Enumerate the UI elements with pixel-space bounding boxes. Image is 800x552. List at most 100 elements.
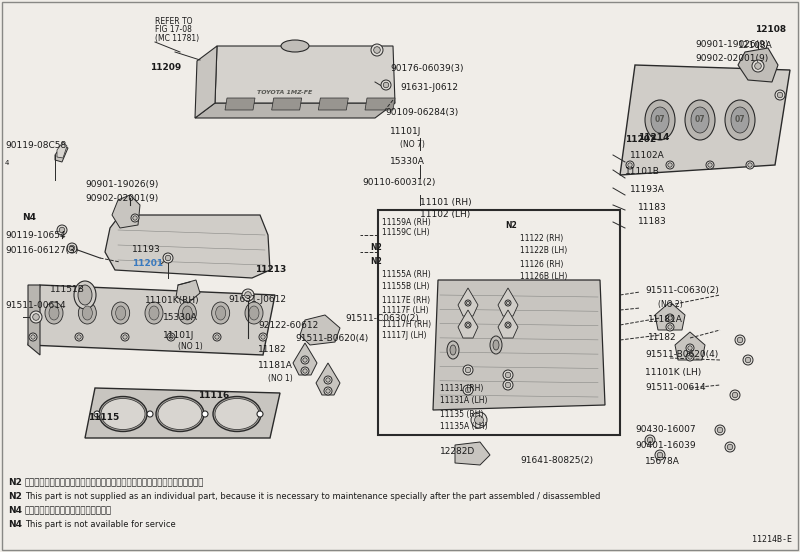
Text: TOYOTA 1MZ-FE: TOYOTA 1MZ-FE [258, 91, 313, 95]
Ellipse shape [116, 306, 126, 320]
Text: 11181A: 11181A [258, 360, 293, 369]
Text: 90119-10654: 90119-10654 [5, 231, 66, 240]
Polygon shape [455, 442, 490, 465]
Circle shape [133, 216, 138, 220]
Text: N4: N4 [22, 214, 36, 222]
Circle shape [324, 387, 332, 395]
Ellipse shape [145, 302, 163, 324]
Text: 91631-J0612: 91631-J0612 [228, 295, 286, 305]
Ellipse shape [725, 100, 755, 140]
Text: 90116-06127(3): 90116-06127(3) [5, 246, 78, 254]
Text: N2: N2 [370, 257, 382, 267]
Text: 91511-00614: 91511-00614 [5, 300, 66, 310]
Polygon shape [738, 48, 778, 82]
Circle shape [668, 325, 672, 329]
Circle shape [668, 316, 672, 320]
Polygon shape [458, 310, 478, 338]
Text: 90110-60031(2): 90110-60031(2) [362, 178, 435, 187]
Circle shape [261, 335, 266, 339]
Ellipse shape [99, 396, 147, 432]
Ellipse shape [450, 345, 456, 355]
Polygon shape [112, 195, 140, 228]
Circle shape [131, 214, 139, 222]
Circle shape [748, 163, 752, 167]
Ellipse shape [447, 341, 459, 359]
Text: 11122 (RH): 11122 (RH) [520, 233, 563, 242]
Text: 11201: 11201 [132, 259, 163, 268]
Polygon shape [498, 310, 518, 338]
Circle shape [326, 378, 330, 382]
Circle shape [688, 346, 692, 350]
Circle shape [301, 356, 309, 364]
Circle shape [147, 411, 153, 417]
Text: 90901-19026(9): 90901-19026(9) [85, 181, 158, 189]
Polygon shape [57, 142, 67, 158]
Circle shape [59, 227, 65, 233]
Circle shape [686, 344, 694, 352]
Circle shape [647, 437, 653, 443]
Ellipse shape [74, 281, 96, 309]
Text: 92122-60612: 92122-60612 [258, 321, 318, 330]
Polygon shape [620, 65, 790, 175]
Polygon shape [195, 46, 217, 118]
Circle shape [245, 291, 251, 298]
Polygon shape [498, 288, 518, 316]
Circle shape [301, 367, 309, 375]
Ellipse shape [490, 336, 502, 354]
Ellipse shape [182, 306, 192, 320]
Text: 12282D: 12282D [440, 448, 475, 457]
Text: 11131A (LH): 11131A (LH) [440, 395, 487, 405]
Polygon shape [28, 285, 275, 355]
Text: REFER TO: REFER TO [155, 18, 193, 26]
Text: 07: 07 [694, 115, 706, 125]
Ellipse shape [249, 306, 259, 320]
Text: FIG 17-08: FIG 17-08 [155, 25, 192, 34]
Ellipse shape [158, 399, 202, 429]
Text: 15330A: 15330A [390, 157, 425, 167]
Text: 11117F (LH): 11117F (LH) [382, 306, 429, 316]
Text: 90119-08C58: 90119-08C58 [5, 141, 66, 150]
Circle shape [626, 161, 634, 169]
Polygon shape [272, 98, 302, 110]
Polygon shape [28, 285, 40, 355]
Circle shape [727, 444, 733, 450]
Text: 91511-C0630(2): 91511-C0630(2) [345, 314, 419, 322]
Text: (NO 1): (NO 1) [268, 374, 293, 383]
Text: 15330A: 15330A [163, 314, 198, 322]
Circle shape [754, 63, 762, 70]
Text: (NO 1): (NO 1) [178, 342, 202, 352]
Text: 11213: 11213 [255, 266, 286, 274]
Text: N4: N4 [8, 520, 22, 529]
Ellipse shape [178, 302, 196, 324]
Circle shape [746, 357, 750, 363]
Circle shape [302, 358, 307, 362]
Text: 90176-06039(3): 90176-06039(3) [390, 63, 463, 72]
Text: 11202: 11202 [625, 135, 656, 145]
Polygon shape [365, 98, 395, 110]
Ellipse shape [281, 40, 309, 52]
Text: 11183: 11183 [638, 204, 666, 213]
Text: 11116: 11116 [198, 390, 230, 400]
Circle shape [466, 367, 470, 373]
Text: 11181A: 11181A [648, 316, 683, 325]
Circle shape [33, 314, 39, 320]
Ellipse shape [78, 302, 96, 324]
Circle shape [505, 322, 511, 328]
Circle shape [57, 225, 67, 235]
Circle shape [718, 427, 722, 433]
Ellipse shape [216, 306, 226, 320]
Polygon shape [318, 98, 348, 110]
Text: 11182: 11182 [258, 346, 286, 354]
Circle shape [374, 47, 380, 54]
Circle shape [628, 163, 632, 167]
Bar [378, 210, 620, 435]
Ellipse shape [651, 107, 669, 133]
Ellipse shape [691, 107, 709, 133]
Circle shape [732, 392, 738, 398]
Circle shape [506, 301, 510, 305]
Text: 11126 (RH): 11126 (RH) [520, 261, 563, 269]
Circle shape [666, 323, 674, 331]
Ellipse shape [112, 302, 130, 324]
Polygon shape [300, 315, 340, 345]
Polygon shape [433, 280, 605, 410]
